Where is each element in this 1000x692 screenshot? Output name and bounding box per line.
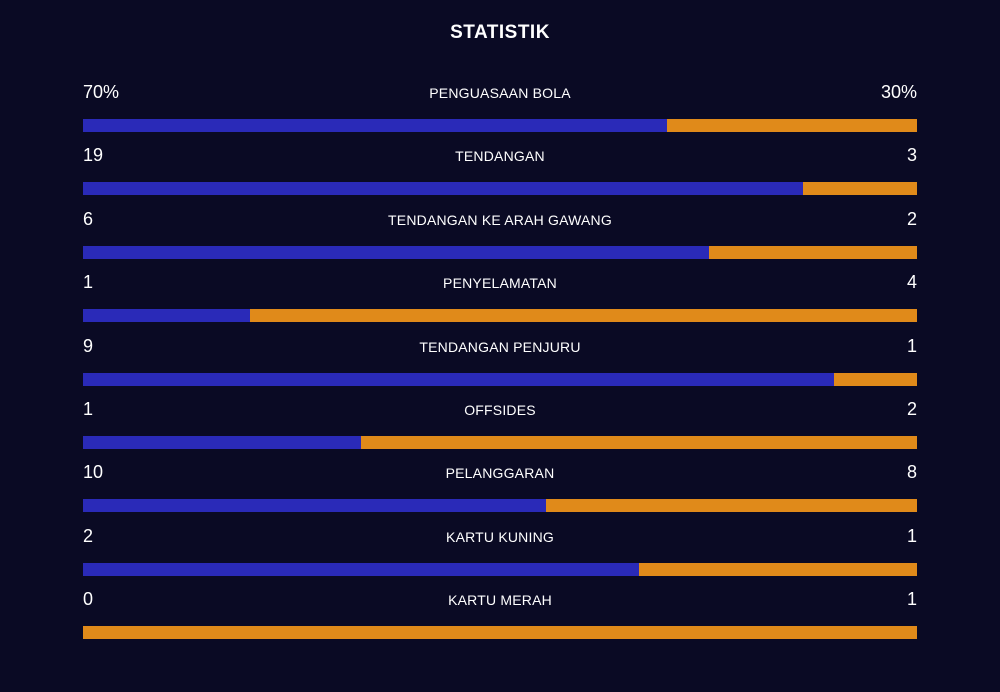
comparison-bar	[83, 435, 917, 449]
stat-row-possession: 70% PENGUASAAN BOLA 30%	[83, 80, 917, 143]
home-value: 6	[83, 208, 94, 229]
stat-label: KARTU KUNING	[446, 528, 554, 545]
home-value: 1	[83, 272, 94, 293]
home-bar-fill	[83, 562, 640, 576]
comparison-bar	[83, 562, 917, 576]
away-value: 30%	[880, 82, 917, 102]
home-bar-fill	[83, 435, 361, 449]
stat-row-offsides: 1 OFFSIDES 2	[83, 397, 917, 460]
stat-label: TENDANGAN	[455, 148, 545, 165]
home-bar-fill	[83, 372, 834, 386]
stat-label: PENGUASAAN BOLA	[429, 85, 571, 101]
comparison-bar	[83, 182, 917, 196]
home-value: 19	[83, 145, 104, 166]
stat-row-shots-on-target: 6 TENDANGAN KE ARAH GAWANG 2	[83, 207, 917, 270]
stat-row-fouls: 10 PELANGGARAN 8	[83, 460, 917, 523]
comparison-bar	[83, 119, 917, 132]
home-bar-fill	[83, 245, 709, 259]
away-value: 1	[906, 525, 917, 546]
home-value: 10	[83, 462, 104, 483]
away-value: 1	[906, 589, 917, 610]
comparison-bar	[83, 245, 917, 259]
home-value: 9	[83, 335, 94, 356]
away-value: 1	[906, 335, 917, 356]
stat-row-corners: 9 TENDANGAN PENJURU 1	[83, 334, 917, 397]
home-bar-fill	[83, 119, 667, 132]
away-value: 3	[906, 145, 917, 166]
stat-label: PENYELAMATAN	[443, 275, 557, 292]
home-value: 0	[83, 589, 94, 610]
stats-list: 70% PENGUASAAN BOLA 30% 19 TENDANGAN 3 6…	[83, 80, 917, 651]
stat-row-red-cards: 0 KARTU MERAH 1	[83, 587, 917, 650]
stat-label: TENDANGAN KE ARAH GAWANG	[388, 211, 612, 228]
comparison-bar	[83, 499, 917, 513]
comparison-bar	[83, 372, 917, 386]
home-bar-fill	[83, 309, 250, 323]
stat-row-yellow-cards: 2 KARTU KUNING 1	[83, 524, 917, 587]
stat-label: OFFSIDES	[464, 401, 536, 418]
home-value: 70%	[83, 82, 120, 102]
home-bar-fill	[83, 499, 547, 513]
home-bar-fill	[83, 182, 804, 196]
away-value: 8	[906, 462, 917, 483]
home-value: 1	[83, 398, 94, 419]
away-value: 2	[906, 398, 917, 419]
comparison-bar	[83, 309, 917, 323]
stat-label: TENDANGAN PENJURU	[419, 338, 581, 355]
away-value: 4	[906, 272, 917, 293]
comparison-bar	[83, 626, 917, 640]
stat-row-shots: 19 TENDANGAN 3	[83, 143, 917, 206]
stats-title: STATISTIK	[450, 22, 550, 43]
away-value: 2	[906, 208, 917, 229]
stat-row-saves: 1 PENYELAMATAN 4	[83, 270, 917, 333]
stat-label: KARTU MERAH	[448, 592, 552, 609]
home-value: 2	[83, 525, 94, 546]
stat-label: PELANGGARAN	[445, 465, 555, 482]
